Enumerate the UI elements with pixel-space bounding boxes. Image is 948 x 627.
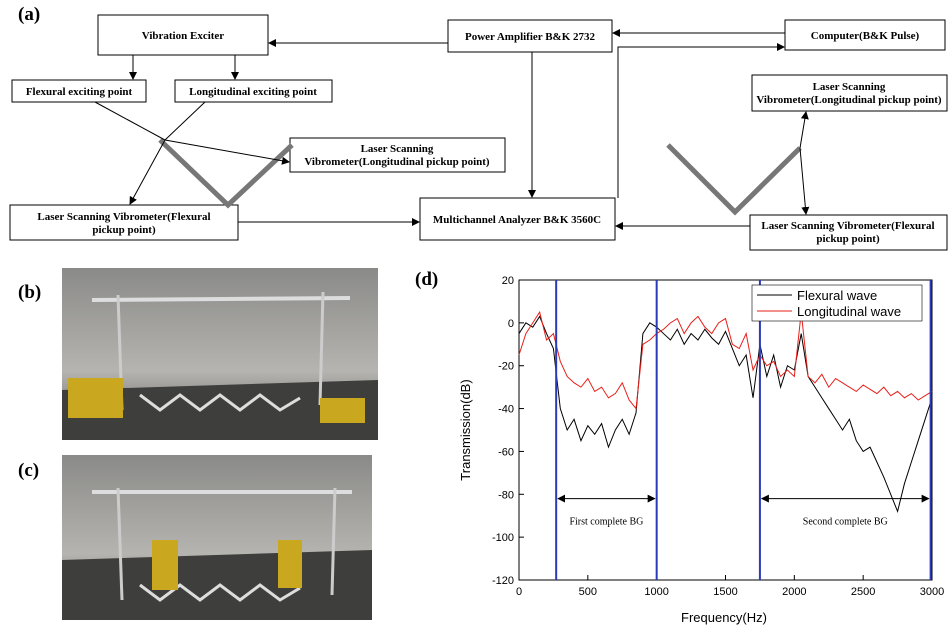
rod xyxy=(91,296,351,302)
y-tick-label: 20 xyxy=(502,275,514,287)
zigzag xyxy=(139,393,301,412)
chart: -120 -100 -80 -60 -40 -20 0 20 0 500 1000 1500 2000 2… xyxy=(492,275,944,598)
node-box xyxy=(174,79,333,103)
connector xyxy=(164,101,206,141)
node-box xyxy=(97,14,269,56)
band-label: First complete BG xyxy=(569,517,643,528)
panel-label: (b) xyxy=(18,282,41,303)
device xyxy=(152,540,178,590)
node-box xyxy=(447,19,613,53)
x-tick-label: 1500 xyxy=(713,586,737,598)
node-box xyxy=(289,137,506,173)
diagram: (a) Vibration Exciter Power Amplifier B&… xyxy=(9,4,948,251)
y-tick-label: -60 xyxy=(498,446,514,458)
zigzag xyxy=(139,583,301,602)
node-label: Vibration Exciter xyxy=(142,30,224,42)
legend-label: Longitudinal wave xyxy=(797,304,901,319)
arrow xyxy=(617,43,785,198)
table xyxy=(62,550,372,620)
beam xyxy=(158,138,294,209)
node-label: Laser Scanning Vibrometer(Longitudinal pi… xyxy=(756,81,942,106)
legend-box xyxy=(751,284,923,322)
device xyxy=(320,398,365,423)
node-label: Flexural exciting point xyxy=(26,86,133,98)
y-tick-label: -100 xyxy=(492,532,514,544)
y-tick-label: -120 xyxy=(492,575,514,587)
panel-label: (c) xyxy=(18,460,39,481)
node-label: Laser Scanning Vibrometer(Flexural pickup… xyxy=(37,211,210,236)
rod xyxy=(116,487,124,601)
rod xyxy=(318,291,325,406)
plot-frame xyxy=(518,279,933,581)
x-tick-label: 1000 xyxy=(644,586,668,598)
x-tick-label: 0 xyxy=(516,586,522,598)
node-label: Longitudinal exciting point xyxy=(189,86,317,98)
beam xyxy=(666,143,802,216)
band-label: Second complete BG xyxy=(803,517,888,528)
device xyxy=(278,540,302,588)
panel-label: (a) xyxy=(18,4,40,25)
node-label: Power Amplifier B&K 2732 xyxy=(465,31,596,43)
node-box xyxy=(749,214,948,251)
node-box xyxy=(751,74,948,112)
node-box xyxy=(11,79,147,103)
y-axis-label: Transmission(dB) xyxy=(458,379,473,480)
x-tick-label: 500 xyxy=(579,586,597,598)
device xyxy=(68,378,123,418)
y-tick-label: -20 xyxy=(498,361,514,373)
series-line xyxy=(518,315,933,514)
photos: (b) (c) xyxy=(18,268,378,620)
x-tick-label: 3000 xyxy=(920,586,944,598)
x-axis-label: Frequency(Hz) xyxy=(681,610,767,625)
y-tick-label: 0 xyxy=(508,318,514,330)
arrow xyxy=(799,111,809,149)
arrow xyxy=(164,139,290,165)
node-label: Laser Scanning Vibrometer(Flexural pickup… xyxy=(761,220,934,245)
legend-label: Flexural wave xyxy=(797,288,877,303)
rod xyxy=(330,487,337,596)
series-line xyxy=(518,310,933,410)
node-label: Laser Scanning Vibrometer(Longitudinal pi… xyxy=(304,143,490,168)
node-box xyxy=(784,19,946,51)
arrow xyxy=(129,139,166,205)
node-label: Multichannel Analyzer B&K 3560C xyxy=(433,214,601,226)
x-tick-label: 2500 xyxy=(851,586,875,598)
node-box xyxy=(419,197,616,241)
panel-label: (d) xyxy=(415,269,438,290)
connector xyxy=(94,101,166,141)
y-tick-label: -40 xyxy=(498,404,514,416)
node-label: Computer(B&K Pulse) xyxy=(811,30,920,42)
arrow xyxy=(799,147,810,215)
y-tick-label: -80 xyxy=(498,489,514,501)
x-tick-label: 2000 xyxy=(782,586,806,598)
